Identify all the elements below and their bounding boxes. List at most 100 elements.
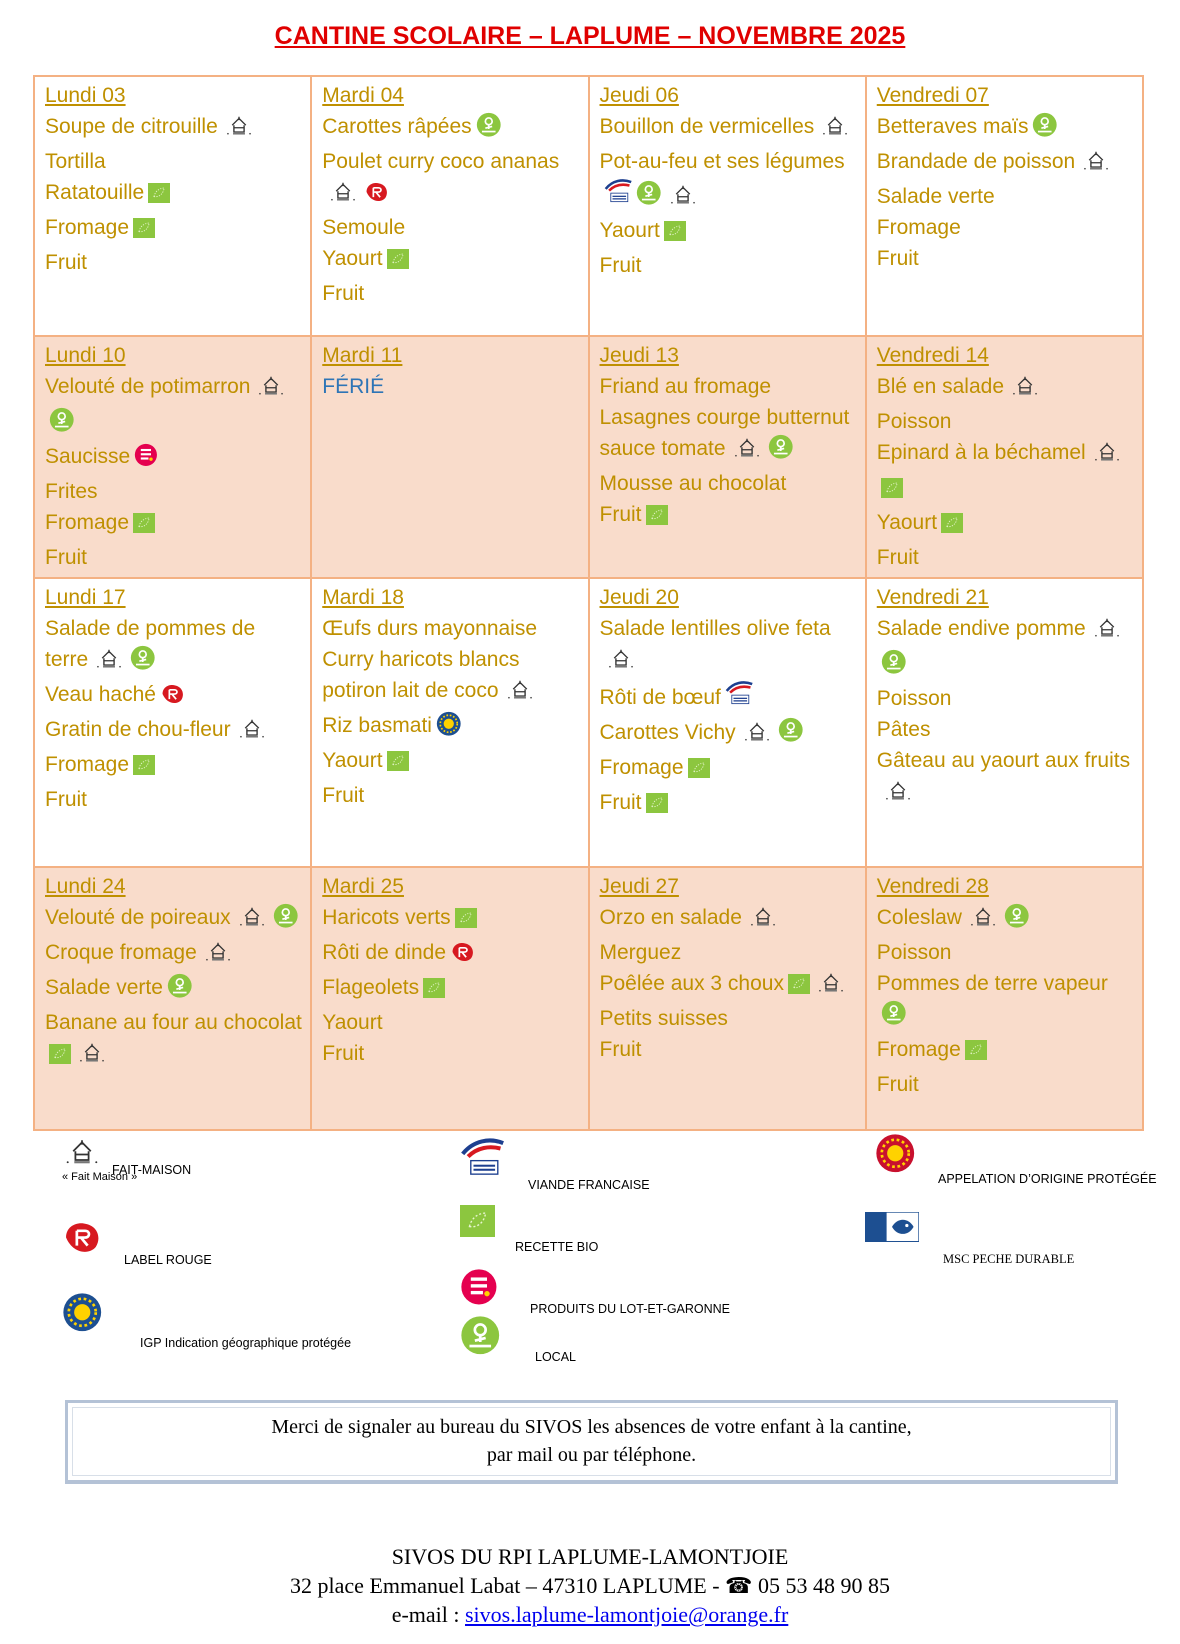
menu-item: Salade endive pomme	[877, 613, 1134, 683]
icon-bio	[148, 181, 171, 212]
day-cell: Lundi 24 Velouté de poireaux Croque fromag…	[34, 867, 312, 1130]
icon-local	[460, 1315, 501, 1359]
menu-item: Saucisse	[45, 441, 302, 476]
menu-item: Rôti de bœuf	[600, 679, 857, 717]
dish: Fruit	[599, 790, 642, 814]
email-link[interactable]: sivos.laplume-lamontjoie@orange.fr	[465, 1602, 789, 1627]
day-heading: Vendredi 21	[876, 586, 989, 609]
icon-bio	[423, 976, 446, 1007]
icon-igp	[62, 1292, 103, 1336]
dish: Croque fromage	[45, 941, 197, 964]
icon-lot	[134, 443, 158, 476]
menu-item: Soupe de citrouille	[45, 111, 302, 146]
icon-vf	[604, 177, 633, 215]
icon-local	[130, 645, 156, 680]
dish: Salade lentilles olive feta	[599, 617, 831, 640]
menu-item: Poisson	[877, 406, 1134, 437]
menu-item: Croque fromage	[45, 937, 302, 972]
dish: Petits suisses	[599, 1007, 728, 1030]
dish: Fruit	[876, 546, 919, 569]
email-line: e-mail : sivos.laplume-lamontjoie@orange…	[0, 1600, 1180, 1629]
icon-vf	[725, 679, 754, 717]
dish: Fruit	[599, 1038, 642, 1061]
legend-label: FAIT-MAISON	[112, 1163, 192, 1177]
menu-item: Bouillon de vermicelles	[600, 111, 857, 146]
day-heading: Vendredi 14	[876, 344, 989, 367]
day-heading: Lundi 24	[45, 875, 126, 898]
dish: Bouillon de vermicelles	[599, 115, 815, 138]
icon-fm	[730, 437, 764, 468]
dish: Velouté de poireaux	[45, 906, 231, 929]
menu-item: Brandade de poisson	[877, 146, 1134, 181]
icon-fm	[746, 906, 780, 937]
dish: Salade endive pomme	[876, 617, 1086, 640]
dish: Blé en salade	[876, 375, 1005, 398]
dish: Salade verte	[876, 185, 995, 208]
day-cell: Lundi 03 Soupe de citrouille Tortilla Ratat…	[34, 76, 312, 336]
icon-bio	[49, 1042, 72, 1073]
dish: Fromage	[599, 755, 684, 779]
dish: Poisson	[876, 941, 952, 964]
menu-item: Pâtes	[877, 714, 1134, 745]
menu-item: Fruit	[600, 499, 857, 534]
dish: Orzo en salade	[599, 906, 742, 929]
icon-fm	[75, 1042, 109, 1073]
dish: Fruit	[322, 282, 365, 305]
dish: Carottes râpées	[322, 115, 472, 138]
dish: Fruit	[876, 1073, 919, 1096]
dish: Velouté de potimarron	[45, 375, 251, 398]
day-cell: Lundi 10 Velouté de potimarron Saucisse Fri…	[34, 336, 312, 578]
dish: Pot-au-feu et ses légumes	[599, 150, 845, 173]
dish: Salade verte	[45, 976, 163, 999]
menu-item: Fruit	[322, 780, 579, 811]
menu-item: Fruit	[600, 787, 857, 822]
day-cell: Mardi 25 Haricots verts Rôti de dinde Flage…	[311, 867, 589, 1130]
day-cell: Vendredi 21 Salade endive pomme Poisson Pât…	[865, 578, 1143, 867]
icon-fm	[666, 184, 700, 215]
icon-lot	[460, 1268, 498, 1309]
menu-item: Lasagnes courge butternut sauce tomate	[600, 402, 857, 468]
menu-item: Salade de pommes de terre	[45, 613, 302, 679]
icon-bio	[386, 749, 409, 780]
dish: Semoule	[322, 216, 406, 239]
menu-item: Yaourt	[322, 243, 579, 278]
menu-item: Petits suisses	[600, 1003, 857, 1034]
dish: Salade de pommes de terre	[45, 617, 256, 671]
menu-item: Coleslaw	[877, 902, 1134, 937]
menu-item: Fruit	[45, 542, 302, 573]
dish: Curry haricots blancs potiron lait de co…	[322, 648, 520, 702]
icon-igp	[436, 711, 462, 746]
dish: Saucisse	[45, 445, 131, 468]
icon-fm	[1079, 150, 1113, 181]
dish: Fruit	[45, 546, 87, 569]
day-heading: Mardi 25	[322, 875, 404, 898]
legend-label: MSC PECHE DURABLE	[943, 1252, 1075, 1266]
menu-item: Yaourt	[322, 745, 579, 780]
legend-label: LABEL ROUGE	[124, 1253, 212, 1267]
menu-item: Tortilla	[45, 146, 302, 177]
icon-bio	[645, 791, 668, 822]
dish: Fromage	[45, 753, 130, 776]
menu-item: Salade verte	[877, 181, 1134, 212]
icon-bio	[133, 511, 156, 542]
dish: Fromage	[45, 511, 130, 534]
day-heading: Jeudi 06	[599, 84, 679, 107]
menu-item: Fromage	[877, 1034, 1134, 1069]
dish: Fruit	[599, 503, 642, 526]
icon-local	[881, 1000, 907, 1035]
dish: Fromage	[45, 216, 130, 239]
icon-local	[167, 973, 193, 1008]
icon-fm	[222, 115, 256, 146]
icon-fm	[881, 780, 915, 811]
dish: Betteraves maïs	[876, 115, 1029, 138]
legend-label: IGP Indication géographique protégée	[140, 1336, 352, 1350]
icon-local	[881, 649, 907, 684]
icon-bio	[133, 216, 156, 247]
legend-label: APPELATION D’ORIGINE PROTÉGÉE	[938, 1172, 1157, 1186]
dish: Fruit	[876, 247, 919, 270]
legend-label: VIANDE FRANCAISE	[528, 1178, 650, 1192]
menu-item: Orzo en salade	[600, 902, 857, 937]
legend-label: PRODUITS DU LOT-ET-GARONNE	[530, 1302, 731, 1316]
dish: Yaourt	[599, 218, 660, 242]
